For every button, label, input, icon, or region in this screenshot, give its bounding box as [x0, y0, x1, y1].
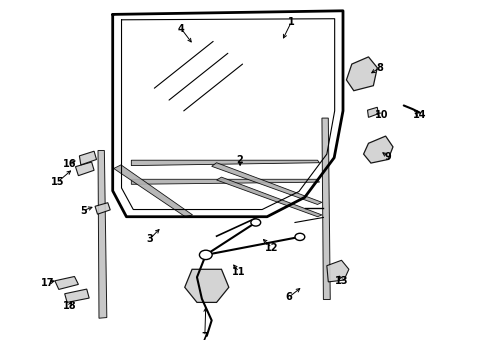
Text: 7: 7: [201, 332, 208, 342]
Polygon shape: [95, 203, 110, 214]
Text: 10: 10: [374, 110, 388, 120]
Polygon shape: [75, 162, 94, 176]
Polygon shape: [65, 289, 89, 302]
Polygon shape: [131, 179, 319, 184]
Text: 12: 12: [265, 243, 279, 253]
Text: 18: 18: [63, 301, 76, 311]
Polygon shape: [346, 57, 377, 91]
Polygon shape: [217, 177, 322, 217]
Polygon shape: [114, 165, 193, 217]
Text: 3: 3: [146, 234, 153, 244]
Polygon shape: [212, 163, 322, 204]
Circle shape: [251, 219, 261, 226]
Text: 16: 16: [63, 159, 76, 169]
Polygon shape: [185, 269, 229, 302]
Polygon shape: [322, 118, 330, 300]
Circle shape: [199, 250, 212, 260]
Polygon shape: [55, 276, 78, 289]
Text: 14: 14: [413, 110, 427, 120]
Polygon shape: [368, 107, 378, 117]
Text: 9: 9: [385, 152, 392, 162]
Text: 5: 5: [80, 206, 87, 216]
Text: 2: 2: [237, 155, 244, 165]
Text: 1: 1: [288, 17, 295, 27]
Text: 4: 4: [178, 24, 185, 34]
Text: 11: 11: [232, 267, 246, 277]
Text: 6: 6: [286, 292, 293, 302]
Polygon shape: [98, 150, 107, 318]
Polygon shape: [364, 136, 393, 163]
Text: 15: 15: [51, 177, 65, 187]
Polygon shape: [327, 260, 349, 282]
Polygon shape: [131, 160, 319, 166]
Text: 13: 13: [335, 276, 349, 286]
Text: 8: 8: [376, 63, 383, 73]
Circle shape: [295, 233, 305, 240]
Polygon shape: [79, 151, 97, 165]
Text: 17: 17: [41, 278, 55, 288]
